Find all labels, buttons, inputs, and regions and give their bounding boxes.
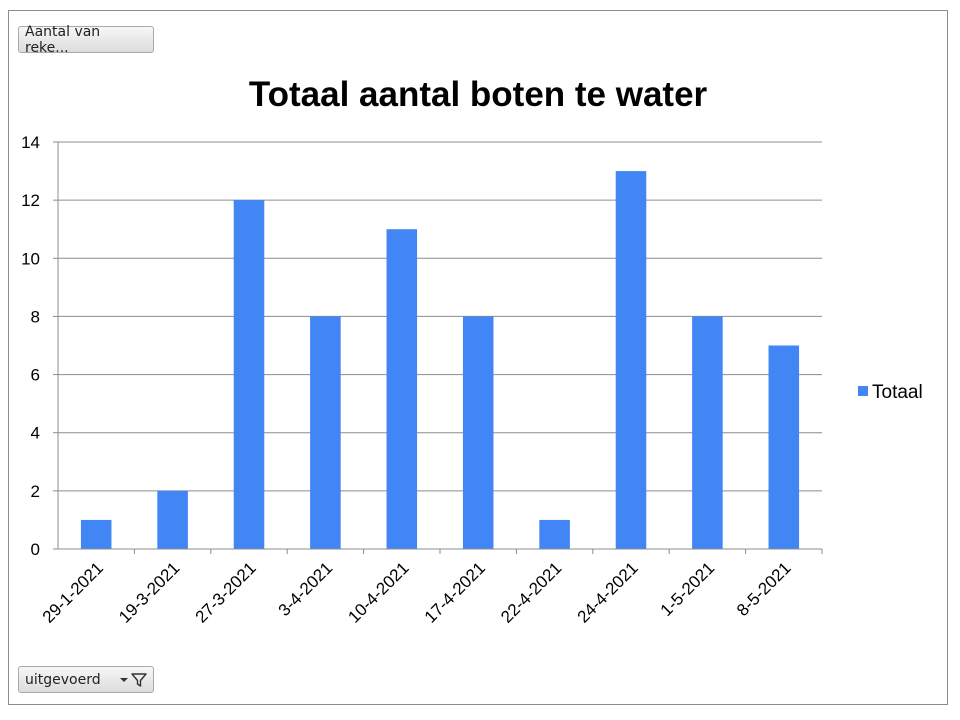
- y-tick-label: 8: [31, 307, 40, 326]
- bar: [233, 200, 265, 549]
- axis-field-button[interactable]: uitgevoerd: [18, 666, 154, 693]
- bar: [615, 171, 647, 550]
- legend-label: Totaal: [872, 382, 923, 403]
- bar: [386, 229, 418, 549]
- x-tick-label: 27-3-2021: [192, 558, 260, 626]
- bar: [310, 316, 341, 549]
- x-tick-label: 1-5-2021: [657, 558, 719, 620]
- bar: [80, 519, 112, 549]
- axis-field-label: uitgevoerd: [25, 671, 101, 688]
- filter-funnel-icon: [131, 672, 147, 687]
- y-tick-label: 4: [31, 424, 40, 443]
- x-tick-label: 22-4-2021: [497, 558, 565, 626]
- axis-field-controls[interactable]: [119, 672, 147, 688]
- x-tick-label: 24-4-2021: [574, 558, 642, 626]
- x-tick-label: 17-4-2021: [421, 558, 489, 626]
- chevron-down-icon: [120, 677, 128, 682]
- y-tick-label: 0: [31, 540, 40, 559]
- legend: Totaal: [858, 382, 923, 403]
- bar: [462, 316, 494, 549]
- bar: [157, 490, 188, 549]
- x-tick-label: 29-1-2021: [39, 558, 107, 626]
- y-tick-label: 2: [31, 482, 40, 501]
- x-tick-label: 3-4-2021: [275, 558, 337, 620]
- bar: [539, 519, 570, 549]
- legend-swatch: [858, 386, 868, 396]
- bars: [80, 171, 800, 550]
- value-field-label: Aantal van reke...: [25, 23, 101, 56]
- y-tick-label: 12: [21, 191, 40, 210]
- value-field-button[interactable]: Aantal van reke...: [18, 23, 154, 56]
- x-tick-label: 19-3-2021: [115, 558, 183, 626]
- x-tick-label: 8-5-2021: [733, 558, 795, 620]
- x-tick-label: 10-4-2021: [344, 558, 412, 626]
- bar: [768, 345, 800, 549]
- y-tick-label: 10: [21, 249, 40, 268]
- chart-title: Totaal aantal boten te water: [249, 75, 708, 114]
- bar: [692, 316, 723, 549]
- y-tick-label: 6: [31, 366, 40, 385]
- y-tick-label: 14: [21, 133, 40, 152]
